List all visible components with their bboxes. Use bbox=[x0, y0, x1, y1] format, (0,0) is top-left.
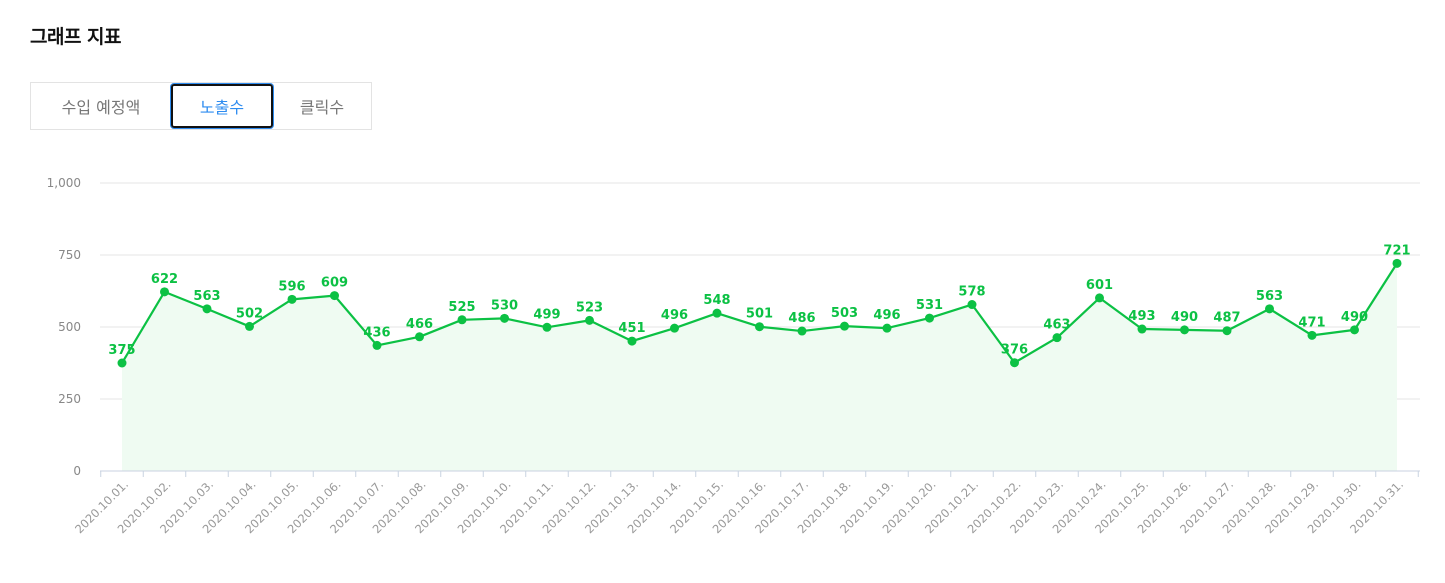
data-label: 523 bbox=[576, 300, 603, 315]
data-point bbox=[840, 321, 849, 331]
data-label: 436 bbox=[363, 325, 390, 340]
data-point bbox=[1052, 333, 1062, 343]
data-label: 503 bbox=[831, 306, 858, 321]
data-point bbox=[1222, 326, 1232, 336]
data-point bbox=[1392, 258, 1402, 268]
data-label: 375 bbox=[108, 343, 135, 358]
impressions-chart: 0 250 500 750 1,000 375 622 563 502 596 609 436 466… bbox=[47, 176, 1420, 536]
data-label: 596 bbox=[278, 279, 305, 294]
data-labels: 375 622 563 502 596 609 436 466 525 530 499 523 451 4… bbox=[108, 243, 1410, 358]
data-label: 578 bbox=[958, 285, 985, 300]
tab-expected-revenue[interactable]: 수입 예정액 bbox=[61, 98, 141, 117]
data-point bbox=[755, 322, 764, 332]
series-area bbox=[122, 263, 1397, 471]
data-label: 496 bbox=[661, 308, 688, 323]
data-point bbox=[457, 315, 467, 325]
data-label: 490 bbox=[1171, 310, 1198, 325]
data-label: 493 bbox=[1128, 309, 1155, 324]
metric-tabs: 수입 예정액 노출수 클릭수 bbox=[30, 82, 372, 130]
data-point bbox=[797, 326, 807, 336]
tab-impressions[interactable]: 노출수 bbox=[171, 84, 273, 128]
data-label: 501 bbox=[746, 307, 773, 322]
series-area-fill bbox=[122, 263, 1397, 471]
data-label: 463 bbox=[1043, 318, 1070, 333]
data-label: 471 bbox=[1298, 315, 1325, 330]
data-label: 548 bbox=[703, 293, 730, 308]
data-label: 376 bbox=[1001, 343, 1028, 358]
y-axis: 0 250 500 750 1,000 bbox=[47, 176, 81, 478]
data-point bbox=[967, 300, 977, 310]
data-label: 487 bbox=[1213, 311, 1240, 326]
data-label: 622 bbox=[151, 272, 178, 287]
data-point bbox=[1307, 330, 1317, 340]
y-tick-label: 250 bbox=[58, 392, 81, 406]
data-point bbox=[542, 322, 552, 332]
data-label: 486 bbox=[788, 311, 815, 326]
data-point bbox=[925, 313, 934, 323]
data-point bbox=[117, 358, 127, 368]
data-point bbox=[882, 323, 892, 333]
data-point bbox=[627, 336, 637, 346]
y-tick-label: 500 bbox=[58, 320, 81, 334]
y-tick-label: 1,000 bbox=[47, 176, 81, 190]
data-point bbox=[1137, 324, 1147, 334]
data-point bbox=[670, 323, 679, 333]
data-label: 531 bbox=[916, 298, 943, 313]
data-point bbox=[712, 308, 722, 318]
data-point bbox=[1095, 293, 1104, 303]
data-label: 609 bbox=[321, 276, 348, 291]
data-label: 466 bbox=[406, 317, 433, 332]
data-label: 563 bbox=[1256, 289, 1283, 304]
data-label: 563 bbox=[193, 289, 220, 304]
data-point bbox=[372, 340, 382, 350]
data-label: 490 bbox=[1341, 310, 1368, 325]
data-point bbox=[287, 294, 297, 304]
data-point bbox=[1265, 304, 1274, 314]
data-points bbox=[117, 258, 1402, 368]
data-point bbox=[160, 287, 169, 297]
data-point bbox=[202, 304, 212, 314]
y-tick-label: 750 bbox=[58, 248, 81, 262]
x-axis: 2020.10.01.2020.10.02.2020.10.03.2020.10… bbox=[72, 470, 1420, 536]
data-label: 525 bbox=[448, 300, 475, 315]
data-point bbox=[1010, 358, 1019, 368]
data-label: 496 bbox=[873, 308, 900, 323]
data-point bbox=[330, 291, 339, 301]
data-point bbox=[415, 332, 424, 342]
tab-clicks[interactable]: 클릭수 bbox=[299, 98, 345, 117]
data-label: 721 bbox=[1383, 243, 1410, 258]
data-point bbox=[585, 315, 594, 325]
data-point bbox=[1180, 325, 1189, 335]
data-label: 502 bbox=[236, 306, 263, 321]
y-tick-label: 0 bbox=[73, 464, 81, 478]
data-label: 530 bbox=[491, 298, 518, 313]
data-label: 499 bbox=[533, 307, 560, 322]
data-point bbox=[500, 313, 509, 323]
data-label: 451 bbox=[618, 321, 645, 336]
data-label: 601 bbox=[1086, 278, 1113, 293]
data-point bbox=[245, 321, 254, 331]
page-title: 그래프 지표 bbox=[30, 26, 122, 48]
data-point bbox=[1350, 325, 1359, 335]
